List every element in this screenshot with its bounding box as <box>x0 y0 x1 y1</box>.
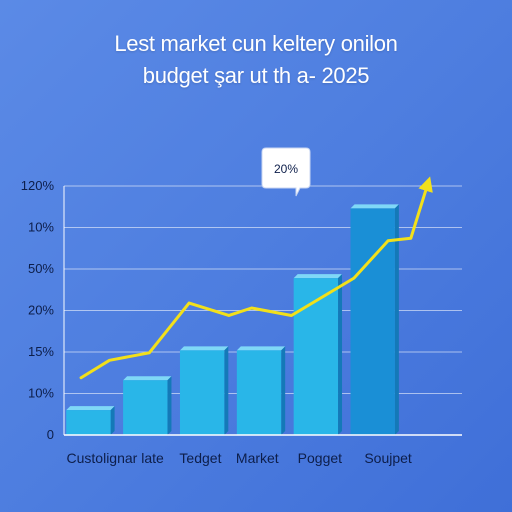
bar-top-face <box>350 204 399 209</box>
y-tick-label: 120% <box>21 178 55 193</box>
bar-side-face <box>224 346 229 435</box>
chart-title: Lest market cun keltery onilon budget şa… <box>0 28 512 92</box>
trend-line-path <box>79 176 433 380</box>
callout-bubble <box>261 147 311 197</box>
bar <box>123 380 168 435</box>
bar-side-face <box>281 346 286 435</box>
title-line-1: Lest market cun keltery onilon <box>114 31 398 56</box>
bar-top-face <box>66 406 115 411</box>
y-tick-label: 10% <box>28 220 54 235</box>
bar <box>179 350 225 435</box>
y-tick-label: 20% <box>28 303 54 318</box>
bars <box>66 204 399 435</box>
x-category-label: Custolignar late <box>67 450 164 466</box>
bar <box>293 278 339 435</box>
title-line-2: budget şar ut th a- 2025 <box>142 63 370 88</box>
callout: 20% <box>261 147 311 197</box>
y-tick-label: 0 <box>47 427 54 442</box>
bar-side-face <box>167 376 172 435</box>
callout-label: 20% <box>274 162 298 176</box>
bar-side-face <box>338 274 343 435</box>
bar-top-face <box>293 274 343 279</box>
bar-side-face <box>110 406 115 435</box>
bar-top-face <box>123 376 172 381</box>
y-tick-label: 50% <box>28 261 54 276</box>
x-category-label: Soujpet <box>364 450 412 466</box>
bar <box>66 410 111 435</box>
x-category-label: Tedget <box>179 450 221 466</box>
bar <box>350 208 395 435</box>
y-tick-label: 15% <box>28 344 54 359</box>
bar-side-face <box>394 204 399 435</box>
x-category-label: Pogget <box>298 450 342 466</box>
bar <box>236 350 282 435</box>
axes: 0 10% 15% 20% 50% 10% 120% Custolignar late Tedg… <box>21 178 462 466</box>
bar-top-face <box>179 346 229 351</box>
x-category-label: Market <box>236 450 279 466</box>
trend-line <box>79 176 433 380</box>
bar-top-face <box>236 346 286 351</box>
y-tick-label: 10% <box>28 386 54 401</box>
